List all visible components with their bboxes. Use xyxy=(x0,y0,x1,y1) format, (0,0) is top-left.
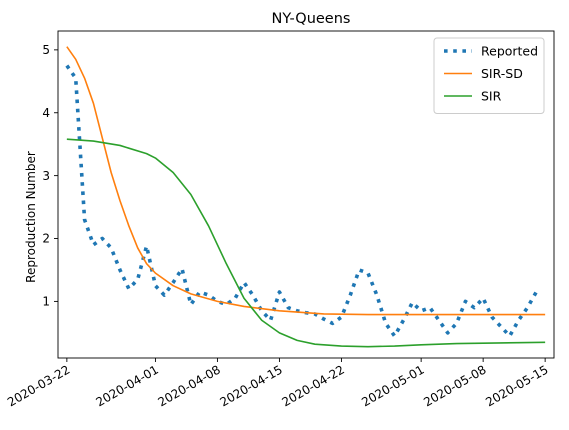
x-tick-label: 2020-04-01 xyxy=(94,362,161,409)
y-tick-label: 4 xyxy=(42,106,50,120)
x-axis: 2020-03-22 2020-04-012020-04-082020-04-15… xyxy=(5,358,551,409)
series-line-reported xyxy=(65,64,538,338)
y-axis-label: Reproduction Number xyxy=(24,151,38,283)
plot-frame xyxy=(57,30,555,359)
y-tick-label: 3 xyxy=(42,169,50,183)
x-tick-label: 2020-03-22 xyxy=(5,362,72,409)
y-axis: 1 2 3 4 5 xyxy=(42,43,58,309)
chart-title: NY-Queens xyxy=(272,11,351,27)
y-tick-label: 5 xyxy=(42,43,50,57)
legend: Reported SIR-SD SIR xyxy=(433,37,545,114)
legend-label: Reported xyxy=(481,44,538,59)
x-tick-label: 2020-04-15 xyxy=(218,362,285,409)
legend-box xyxy=(433,37,545,114)
legend-label: SIR xyxy=(481,89,502,104)
series-line-sir-sd xyxy=(66,46,546,316)
y-tick-label: 2 xyxy=(42,232,50,246)
series-line-sir xyxy=(66,138,546,348)
series-layer xyxy=(65,46,546,348)
x-tick-label: 2020-04-22 xyxy=(280,362,347,409)
y-tick-label: 1 xyxy=(42,295,50,309)
x-tick-label: 2020-05-08 xyxy=(421,362,488,409)
x-tick-label: 2020-05-15 xyxy=(483,362,550,409)
legend-label: SIR-SD xyxy=(481,66,523,81)
x-tick-label: 2020-05-01 xyxy=(359,362,426,409)
x-tick-label: 2020-04-08 xyxy=(156,362,223,409)
